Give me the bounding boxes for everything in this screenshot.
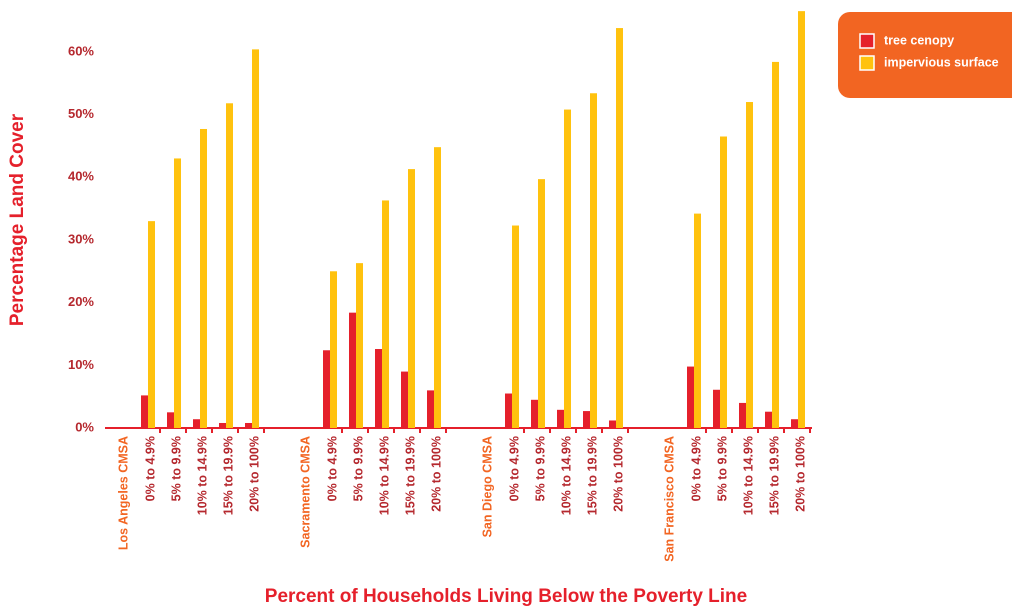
legend-box — [838, 12, 1012, 98]
bar — [375, 349, 382, 428]
x-tick-label: 10% to 14.9% — [741, 436, 755, 515]
bar — [252, 49, 259, 428]
y-tick-label: 20% — [68, 294, 94, 309]
x-tick-label: 20% to 100% — [429, 436, 443, 512]
bar — [791, 419, 798, 428]
x-tick-label: 0% to 4.9% — [689, 436, 703, 501]
x-tick-label: 15% to 19.9% — [767, 436, 781, 515]
bar — [200, 128, 207, 428]
bar — [687, 366, 694, 428]
y-axis-title: Percentage Land Cover — [7, 113, 28, 326]
y-tick-label: 10% — [68, 357, 94, 372]
legend-label: impervious surface — [884, 55, 999, 69]
x-tick-label: San Francisco CMSA — [662, 436, 676, 562]
bar — [349, 312, 356, 428]
x-tick-label: 20% to 100% — [611, 436, 625, 512]
x-tick-label: 10% to 14.9% — [195, 436, 209, 515]
x-tick-label: 15% to 19.9% — [585, 436, 599, 515]
bar — [772, 61, 779, 428]
bar — [219, 422, 226, 428]
x-tick-label: 15% to 19.9% — [403, 436, 417, 515]
y-tick-label: 30% — [68, 231, 94, 246]
bar — [330, 271, 337, 428]
bar — [616, 28, 623, 429]
x-tick-label: 0% to 4.9% — [507, 436, 521, 501]
x-tick-label: 5% to 9.9% — [715, 436, 729, 501]
bar — [713, 389, 720, 428]
bar — [590, 93, 597, 429]
y-tick-label: 40% — [68, 169, 94, 184]
x-tick-label: Los Angeles CMSA — [116, 436, 130, 550]
legend-label: tree cenopy — [884, 33, 954, 47]
bar — [167, 412, 174, 428]
bar — [765, 411, 772, 428]
x-tick-label: San Diego CMSA — [480, 436, 494, 537]
bar — [746, 102, 753, 429]
bar — [226, 103, 233, 429]
bar — [245, 422, 252, 428]
bar — [583, 411, 590, 428]
bar — [401, 371, 408, 428]
bar — [193, 419, 200, 428]
y-tick-label: 0% — [75, 419, 94, 434]
bar — [798, 11, 805, 428]
bar — [694, 213, 701, 428]
y-tick-label: 50% — [68, 106, 94, 121]
y-tick-label: 60% — [68, 43, 94, 58]
bar — [148, 221, 155, 428]
bar — [720, 136, 727, 429]
x-tick-label: 5% to 9.9% — [533, 436, 547, 501]
bar — [427, 390, 434, 428]
bar — [382, 200, 389, 428]
bar — [512, 225, 519, 428]
bar — [531, 399, 538, 428]
bar — [538, 179, 545, 428]
x-tick-label: 20% to 100% — [793, 436, 807, 512]
x-tick-label: 10% to 14.9% — [377, 436, 391, 515]
x-tick-label: 20% to 100% — [247, 436, 261, 512]
legend-swatch — [859, 33, 875, 49]
bar — [557, 409, 564, 428]
bar — [739, 402, 746, 428]
bar — [505, 393, 512, 428]
x-tick-label: 5% to 9.9% — [351, 436, 365, 501]
bar — [408, 169, 415, 428]
bar — [609, 420, 616, 428]
x-tick-label: 0% to 4.9% — [143, 436, 157, 501]
x-tick-label: 10% to 14.9% — [559, 436, 573, 515]
x-axis-title: Percent of Households Living Below the P… — [265, 586, 747, 607]
x-tick-label: 15% to 19.9% — [221, 436, 235, 515]
bar — [174, 158, 181, 428]
x-tick-label: Sacramento CMSA — [298, 436, 312, 548]
bar — [141, 395, 148, 428]
x-tick-label: 5% to 9.9% — [169, 436, 183, 501]
x-tick-label: 0% to 4.9% — [325, 436, 339, 501]
bar — [323, 350, 330, 428]
bar — [356, 263, 363, 428]
bar — [434, 147, 441, 428]
bar — [564, 109, 571, 428]
legend-swatch — [859, 55, 875, 71]
